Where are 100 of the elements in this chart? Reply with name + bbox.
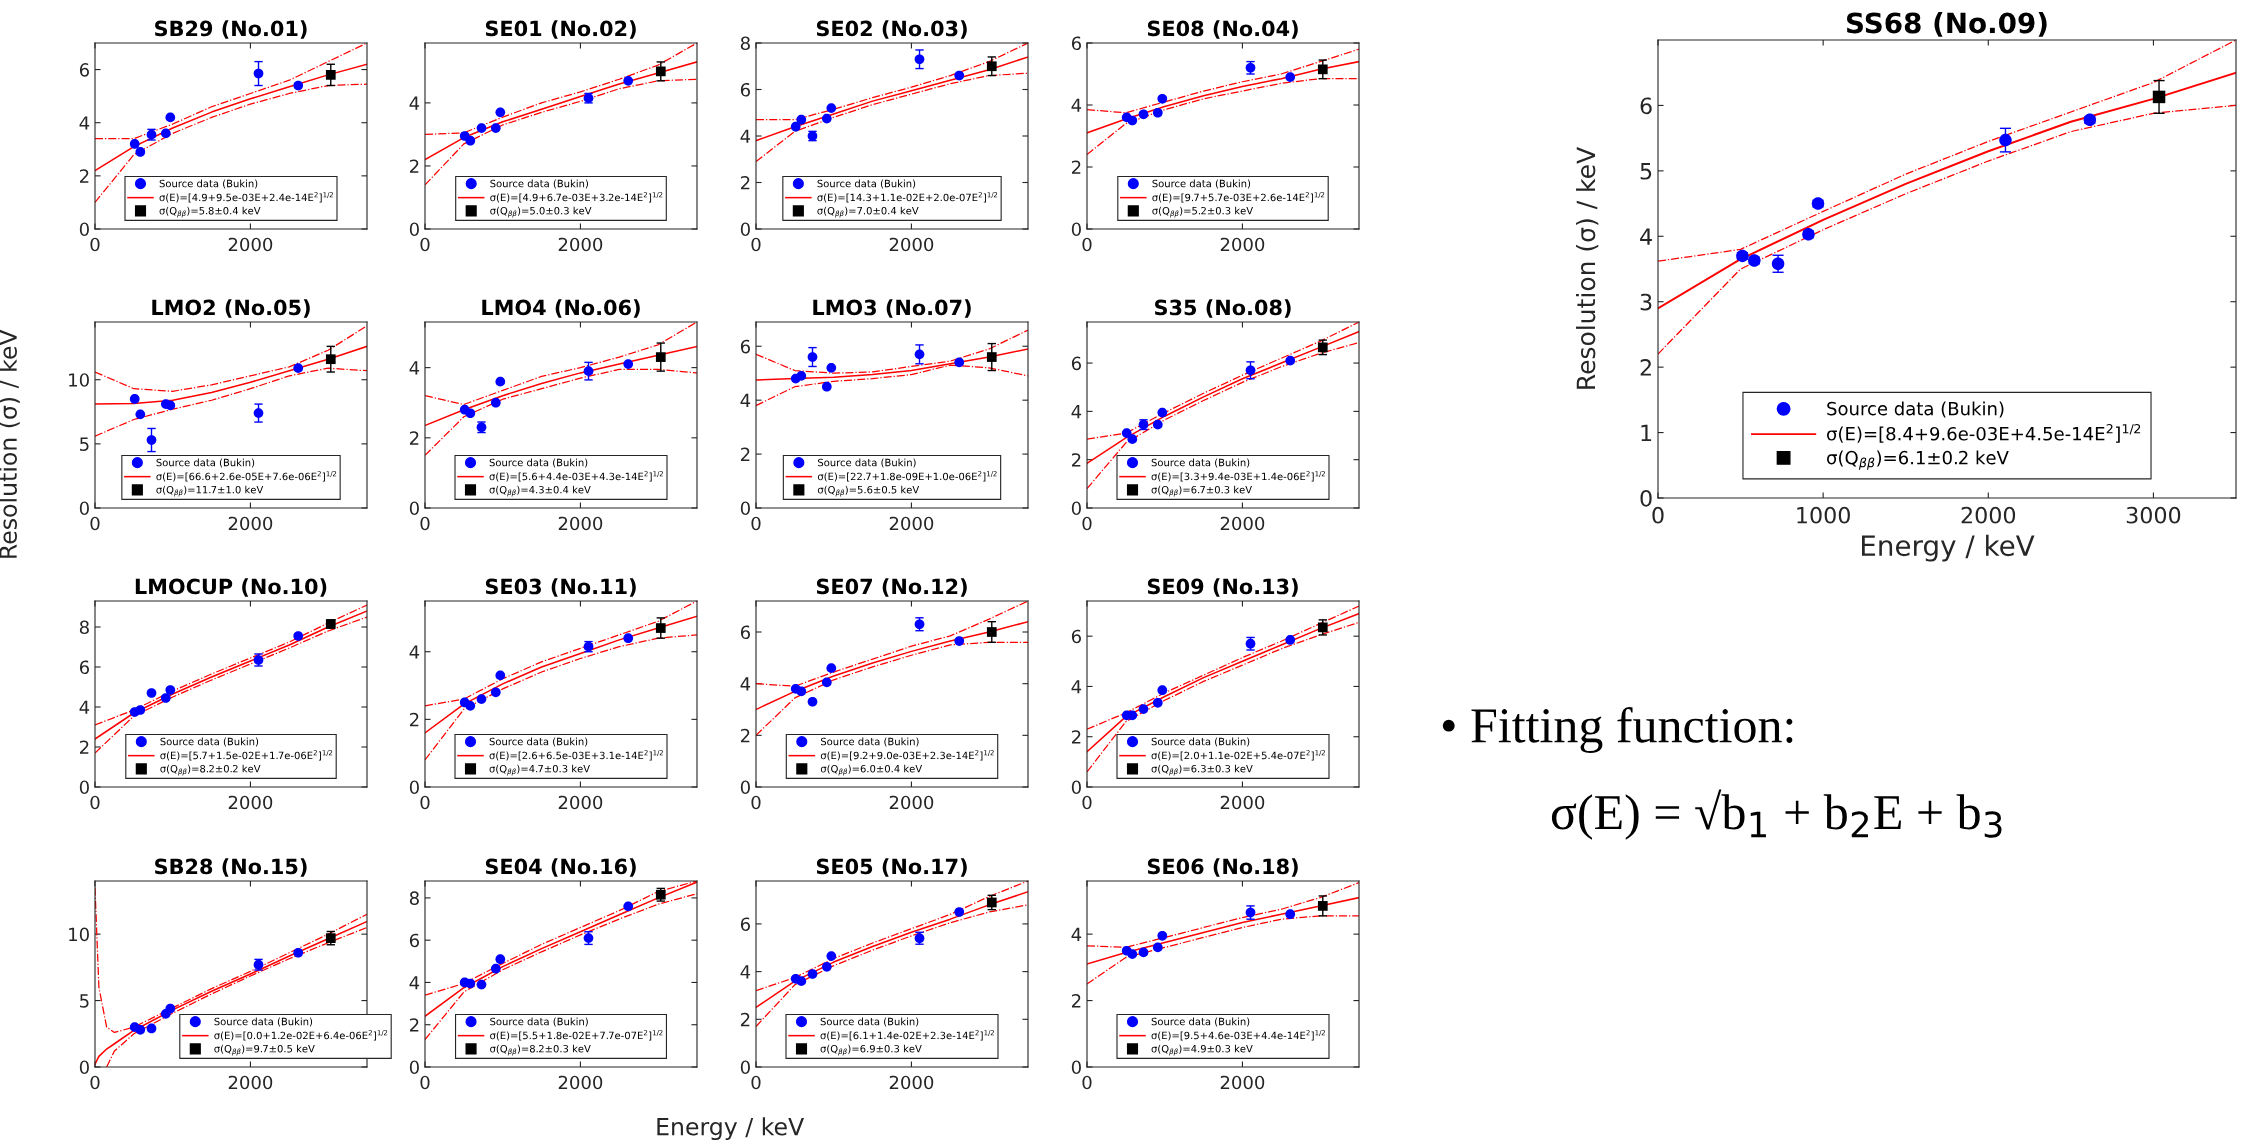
point: [165, 400, 176, 411]
legend-label: σ(E)=[9.7+5.7e-03E+2.6e-14E$^{2}$]$^{1/2}$: [1152, 192, 1325, 203]
point: [495, 670, 506, 681]
x-tick-label: 0: [90, 795, 100, 810]
point: [796, 686, 807, 697]
y-tick-label: 6: [79, 63, 89, 77]
point: [293, 363, 304, 374]
y-tick-label: 0: [409, 222, 419, 237]
point: [914, 349, 925, 360]
x-tick-label: 0: [420, 516, 430, 531]
point: [1157, 930, 1168, 941]
x-tick-label: 2000: [1220, 1075, 1265, 1090]
x-tick-label: 2000: [558, 516, 603, 531]
legend-label: σ(E)=[3.3+9.4e-03E+1.4e-06E$^{2}$]$^{1/2}$: [1151, 471, 1325, 482]
legend-label: Source data (Bukin): [159, 179, 258, 189]
legend-label: σ(Q$_{ββ}$)=6.7±0.3 keV: [1151, 485, 1252, 497]
y-tick-label: 2: [740, 1012, 750, 1027]
legend-label: σ(E)=[2.6+6.5e-03E+3.1e-14E$^{2}$]$^{1/2}$: [489, 750, 663, 761]
chart-title: SB28 (No.15): [155, 858, 307, 877]
line-series: [1658, 71, 2236, 310]
y-tick-label: 2: [1640, 359, 1651, 376]
chart-title: LMO4 (No.06): [482, 299, 640, 318]
y-axis-title: Resolution (σ) / keV: [1576, 147, 1599, 389]
y-tick-label: 0: [740, 780, 750, 795]
x-tick-label: 0: [751, 795, 761, 810]
point: [623, 75, 634, 86]
point: [160, 128, 171, 139]
point: [490, 397, 501, 408]
y-tick-label: 2: [740, 175, 750, 190]
y-tick-label: 2: [1071, 730, 1081, 744]
point: [1157, 407, 1168, 418]
x-tick-label: 0: [420, 237, 430, 252]
y-tick-label: 4: [409, 361, 420, 375]
legend-label: σ(E)=[5.6+4.4e-03E+4.3e-14E$^{2}$]$^{1/2}$: [489, 471, 663, 482]
point: [1127, 115, 1138, 126]
legend-label: σ(Q$_{ββ}$)=4.3±0.4 keV: [489, 485, 591, 497]
point: [1245, 365, 1256, 376]
x-tick-label: 0: [1652, 506, 1664, 524]
y-tick-label: 8: [79, 620, 89, 635]
legend-label: σ(Q$_{ββ}$)=8.2±0.3 keV: [490, 1044, 591, 1056]
x-tick-label: 0: [90, 1075, 100, 1090]
x-tick-label: 2000: [1220, 237, 1265, 252]
point: [1121, 428, 1132, 438]
legend-label: σ(Q$_{ββ}$)=6.9±0.3 keV: [820, 1044, 922, 1056]
point: [135, 409, 146, 420]
x-tick-label: 2000: [558, 795, 603, 810]
line-series: [756, 72, 1028, 163]
point: [821, 381, 832, 392]
line-series: [95, 325, 367, 392]
point: [1317, 64, 1328, 75]
point: [954, 636, 965, 646]
x-tick-label: 1000: [1797, 506, 1850, 524]
y-tick-label: 0: [1640, 489, 1652, 507]
legend-label: σ(Q$_{ββ}$)=5.6±0.5 keV: [817, 485, 920, 497]
chart-title: LMOCUP (No.10): [135, 578, 327, 597]
point: [490, 963, 501, 974]
point: [1138, 704, 1149, 714]
point: [954, 357, 965, 368]
line-series: [1087, 915, 1359, 985]
point: [986, 352, 997, 362]
legend-label: Source data (Bukin): [1151, 458, 1250, 468]
point: [1285, 635, 1296, 645]
point: [495, 376, 506, 387]
line-series: [95, 63, 367, 172]
point: [325, 70, 336, 80]
y-tick-label: 10: [69, 373, 89, 387]
x-tick-label: 0: [420, 1075, 430, 1090]
point: [146, 688, 157, 698]
point: [1999, 133, 2012, 147]
point: [986, 627, 997, 637]
legend-label: Source data (Bukin): [490, 179, 588, 189]
chart-title: LMO3 (No.07): [813, 299, 971, 318]
point: [465, 408, 476, 419]
y-tick-label: 4: [740, 129, 751, 143]
text: σ(E) = √b$_{1}$ + b$_{2}$E + b$_{3}$: [1551, 789, 2002, 840]
point: [490, 123, 501, 133]
y-tick-label: 2: [1071, 453, 1081, 467]
legend-label: σ(E)=[0.0+1.2e-02E+6.4e-06E$^{2}$]$^{1/2}$: [214, 1030, 388, 1041]
x-tick-label: 0: [751, 1075, 761, 1090]
legend-label: σ(Q$_{ββ}$)=9.7±0.5 keV: [214, 1044, 315, 1056]
legend-label: Source data (Bukin): [817, 179, 916, 189]
x-tick-label: 2000: [889, 1075, 934, 1090]
x-tick-label: 2000: [889, 516, 934, 531]
x-tick-label: 3000: [2126, 506, 2181, 524]
legend-label: σ(E)=[5.7+1.5e-02E+1.7e-06E$^{2}$]$^{1/2}$: [160, 750, 333, 761]
line-series: [756, 56, 1028, 142]
legend-label: σ(E)=[14.3+1.1e-02E+2.0e-07E$^{2}$]$^{1/2}$: [817, 192, 998, 203]
y-tick-label: 8: [740, 36, 750, 51]
line-series: [425, 634, 697, 761]
x-tick-label: 2000: [228, 516, 273, 531]
point: [2152, 90, 2166, 104]
line-series: [756, 904, 1028, 1028]
legend-label: Source data (Bukin): [490, 1017, 588, 1027]
x-tick-label: 0: [90, 516, 100, 531]
legend-label: Source data (Bukin): [489, 737, 588, 747]
point: [146, 1023, 157, 1034]
y-tick-label: 2: [1071, 994, 1081, 1008]
legend-label: σ(Q$_{ββ}$)=8.2±0.2 keV: [160, 764, 261, 776]
point: [1152, 697, 1163, 708]
chart-title: SE06 (No.18): [1147, 858, 1298, 877]
